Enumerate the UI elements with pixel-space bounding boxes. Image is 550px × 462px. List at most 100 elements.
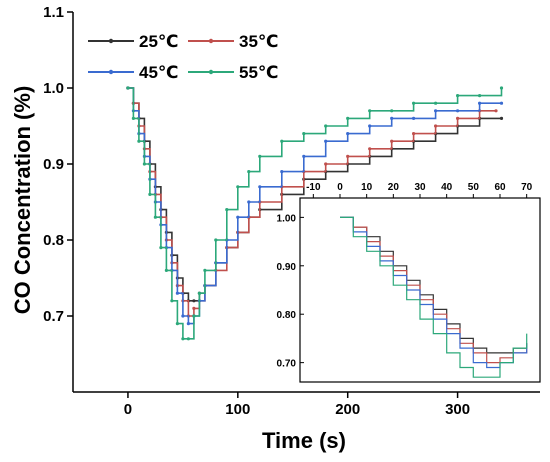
data-point [324, 124, 328, 128]
data-point [236, 215, 240, 219]
data-point [181, 314, 185, 318]
inset-x-tick-label: 60 [494, 182, 506, 193]
data-point [280, 170, 284, 174]
legend-label-45: 45℃ [139, 63, 179, 82]
data-point [236, 185, 240, 189]
series-points-55 [126, 86, 504, 341]
series-line-45 [127, 87, 502, 325]
data-point [412, 101, 416, 105]
data-point [203, 268, 207, 272]
data-point [247, 200, 251, 204]
inset-x-tick-label: 10 [361, 182, 373, 193]
series-line-55 [127, 87, 503, 340]
data-point [494, 109, 498, 113]
data-point [434, 124, 438, 128]
legend-marker-55 [208, 69, 214, 75]
legend-marker-35 [208, 38, 214, 44]
inset-y-tick-label: 1.00 [277, 213, 297, 224]
data-point [137, 139, 141, 143]
y-tick-label: 0.7 [43, 308, 64, 325]
main-x-ticks: 0 100 200 300 [124, 392, 470, 418]
x-tick-label: 300 [445, 401, 470, 418]
data-point [434, 109, 438, 113]
data-point [499, 101, 504, 105]
y-tick-label: 0.8 [43, 232, 64, 249]
data-point [258, 185, 262, 189]
data-point [175, 291, 179, 295]
data-point [390, 139, 394, 143]
data-point [225, 208, 229, 212]
inset-x-tick-label: 70 [521, 182, 533, 193]
data-point [390, 109, 394, 113]
legend-label-35: 35℃ [239, 32, 279, 51]
data-point [302, 132, 306, 136]
data-point [148, 192, 152, 196]
data-point [280, 139, 284, 143]
legend-label-55: 55℃ [239, 63, 279, 82]
inset-x-tick-label: -10 [306, 182, 321, 193]
inset-y-tick-label: 0.90 [277, 262, 297, 273]
data-point [214, 238, 218, 242]
data-point [181, 337, 185, 341]
data-point [258, 154, 262, 158]
y-axis-title: CO Concentration (%) [10, 86, 35, 315]
data-point [164, 268, 168, 272]
data-point [192, 314, 196, 318]
main-series-lines [126, 86, 504, 341]
x-tick-label: 100 [225, 401, 250, 418]
data-point [197, 291, 201, 295]
main-y-ticks: 0.7 0.8 0.9 1.0 1.1 [43, 4, 73, 325]
y-tick-label: 0.9 [43, 156, 64, 173]
legend: 25℃ 35℃ 45℃ 55℃ [88, 32, 279, 82]
data-point [478, 94, 482, 98]
data-point [368, 124, 372, 128]
data-point [159, 246, 163, 250]
x-tick-label: 0 [124, 401, 132, 418]
inset-series-line-55 [340, 216, 528, 378]
inset-x-tick-label: 30 [414, 182, 426, 193]
data-point [302, 154, 306, 158]
inset-y-ticks: 0.70 0.80 0.90 1.00 [277, 213, 304, 370]
inset-plot: -10 0 10 20 30 40 50 60 70 0.70 0.80 0.90 1.00 [277, 182, 541, 383]
legend-marker-45 [108, 69, 114, 75]
data-point [170, 299, 174, 303]
main-plot-area: 0 100 200 300 0.70.80.91.01.1 Time (s) CO C… [10, 4, 540, 453]
data-point [126, 86, 130, 90]
x-tick-label: 200 [335, 401, 360, 418]
data-point [434, 101, 438, 105]
legend-marker-25 [108, 38, 114, 44]
data-point [142, 162, 146, 166]
data-point [499, 86, 504, 90]
inset-x-ticks: -10 0 10 20 30 40 50 60 70 [306, 182, 533, 198]
data-point [247, 170, 251, 174]
data-point [175, 322, 179, 326]
data-point [456, 109, 460, 113]
data-point [456, 94, 460, 98]
data-point [368, 109, 372, 113]
data-point [412, 116, 416, 120]
inset-x-tick-label: 0 [337, 182, 343, 193]
data-point [499, 116, 504, 120]
data-point [346, 116, 350, 120]
y-tick-label: 1.0 [43, 80, 64, 97]
data-point [153, 215, 157, 219]
inset-x-tick-label: 40 [441, 182, 453, 193]
inset-y-tick-label: 0.80 [277, 310, 297, 321]
y-tick-label: 1.1 [43, 4, 64, 21]
inset-x-tick-label: 50 [468, 182, 480, 193]
inset-x-tick-label: 20 [388, 182, 400, 193]
data-point [346, 154, 350, 158]
inset-y-tick-label: 0.70 [277, 359, 297, 370]
legend-label-25: 25℃ [139, 32, 179, 51]
inset-series-lines [340, 216, 528, 378]
data-point [368, 147, 372, 151]
x-axis-title: Time (s) [262, 428, 346, 453]
data-point [186, 322, 190, 326]
data-point [192, 299, 196, 303]
data-point [324, 139, 328, 143]
data-point [478, 101, 482, 105]
data-point [131, 116, 135, 120]
data-point [346, 132, 350, 136]
data-point [456, 116, 460, 120]
